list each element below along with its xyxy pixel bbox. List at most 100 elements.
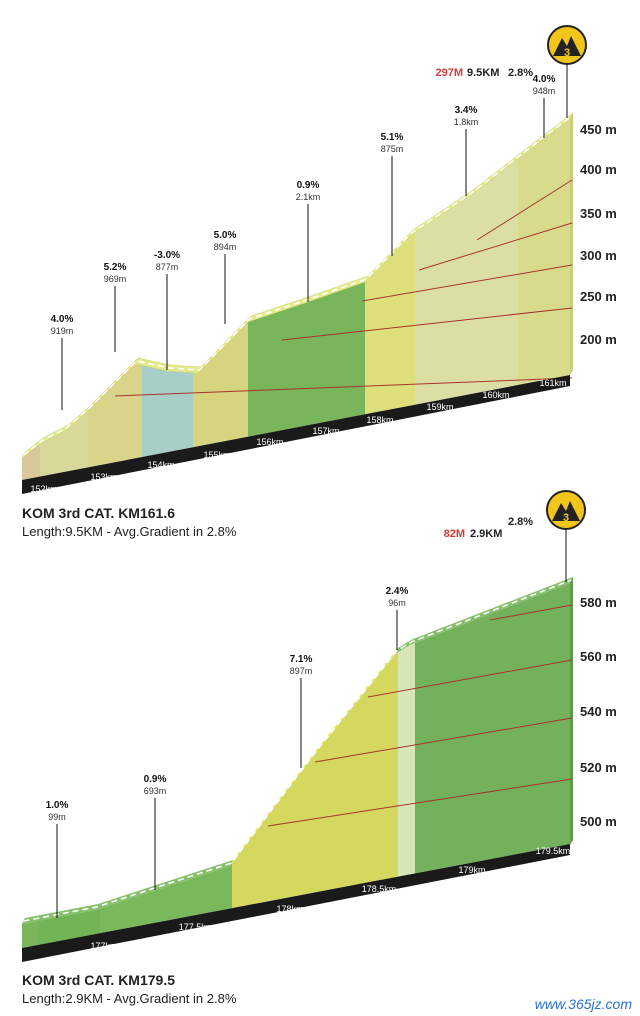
chart2-summary-dist: 2.9KM bbox=[470, 528, 502, 540]
chart2-x-tick-label: 178km bbox=[276, 904, 303, 914]
chart1-gridline bbox=[418, 222, 573, 271]
chart2-x-tick-label: 177km bbox=[90, 941, 117, 951]
chart1-segment-fill bbox=[142, 365, 193, 457]
chart1-subtitle: Length:9.5KM - Avg.Gradient in 2.8% bbox=[22, 524, 237, 539]
chart2-x-tick-label: 177.5km bbox=[179, 922, 214, 932]
chart1-segment-fill bbox=[415, 158, 518, 405]
chart1-top-dashes bbox=[23, 115, 572, 456]
chart1-segment-length: 969m bbox=[104, 274, 127, 284]
chart1-segment-grade: 0.9% bbox=[297, 180, 320, 191]
chart1-segment-fill bbox=[40, 411, 88, 477]
chart1-axis-bar bbox=[22, 375, 570, 494]
chart2-segment-grade: 0.9% bbox=[144, 774, 167, 785]
chart2-segment-grade: 1.0% bbox=[46, 800, 69, 811]
chart1-y-tick-label: 350 m bbox=[580, 206, 617, 221]
chart2-segment-fill bbox=[415, 583, 570, 874]
chart2-gridline bbox=[314, 717, 573, 763]
chart1-y-tick-label: 200 m bbox=[580, 332, 617, 347]
chart2-mountain-icon bbox=[552, 501, 580, 521]
chart1-segment-fill bbox=[22, 444, 40, 480]
chart1-x-tick-label: 153km bbox=[90, 472, 117, 482]
chart1-segment-length: 2.1km bbox=[296, 192, 321, 202]
chart1-segment-grade: 5.2% bbox=[104, 262, 127, 273]
chart1-segment-length: 1.8km bbox=[454, 117, 479, 127]
chart1-x-tick-label: 161km bbox=[539, 378, 566, 388]
chart1-segment-length: 894m bbox=[214, 242, 237, 252]
chart2-y-tick-label: 580 m bbox=[580, 595, 617, 610]
chart1-segment-length: 875m bbox=[381, 144, 404, 154]
chart1-y-tick-label: 400 m bbox=[580, 162, 617, 177]
chart1-y-tick-label: 450 m bbox=[580, 122, 617, 137]
chart1-y-tick-label: 300 m bbox=[580, 248, 617, 263]
chart1-x-tick-label: 160km bbox=[482, 390, 509, 400]
chart2-gridline bbox=[367, 659, 573, 698]
chart1-segment-fill bbox=[88, 364, 142, 468]
chart1-gridline bbox=[361, 264, 573, 302]
chart2-segment-fill bbox=[22, 920, 38, 948]
chart2-y-tick-label: 500 m bbox=[580, 814, 617, 829]
chart2-segment-fill bbox=[398, 643, 415, 877]
chart2-y-tick-label: 560 m bbox=[580, 649, 617, 664]
chart1-segment-grade: 4.0% bbox=[533, 74, 556, 85]
chart2-y-tick-label: 540 m bbox=[580, 704, 617, 719]
chart1-segment-length: 948m bbox=[533, 86, 556, 96]
chart2-segment-length: 897m bbox=[290, 666, 313, 676]
chart2-segment-length: 99m bbox=[48, 812, 66, 822]
chart1-segment-fill bbox=[518, 119, 570, 385]
chart2-top-dashes bbox=[23, 579, 572, 922]
chart2-gridline bbox=[489, 604, 573, 621]
chart1-gridline bbox=[281, 307, 573, 341]
chart2-segment-length: 96m bbox=[388, 598, 406, 608]
chart1-end-edge bbox=[570, 113, 573, 375]
chart1-summary-elev: 297M bbox=[435, 67, 463, 79]
chart2-segment-fill bbox=[100, 863, 232, 934]
chart2-summary-grade: 2.8% bbox=[508, 516, 533, 528]
chart2-badge-number: 3 bbox=[563, 512, 569, 524]
chart1-x-tick-label: 154km bbox=[147, 460, 174, 470]
chart2-top-band bbox=[410, 577, 573, 645]
chart1-segment-fill bbox=[248, 282, 365, 437]
chart2-segment-fill bbox=[38, 908, 100, 945]
chart2-segment-length: 693m bbox=[144, 786, 167, 796]
chart1-y-tick-label: 250 m bbox=[580, 289, 617, 304]
chart1-segment-grade: 5.0% bbox=[214, 230, 237, 241]
watermark: www.365jz.com bbox=[534, 996, 632, 1012]
chart2-gridline bbox=[267, 778, 573, 827]
chart1-summary-grade: 2.8% bbox=[508, 67, 533, 79]
chart2-summary-elev: 82M bbox=[444, 528, 465, 540]
chart2-segment-grade: 7.1% bbox=[290, 654, 313, 665]
chart1-x-tick-label: 159km bbox=[426, 402, 453, 412]
chart1-title: KOM 3rd CAT. KM161.6 bbox=[22, 505, 175, 521]
chart1-x-tick-label: 156km bbox=[256, 437, 283, 447]
chart2-x-tick-label: 178.5km bbox=[362, 884, 397, 894]
chart2-caption: KOM 3rd CAT. KM179.5 Length:2.9KM - Avg.… bbox=[22, 972, 236, 1006]
chart1-x-tick-label: 152km bbox=[30, 484, 57, 494]
chart2-segment-grade: 2.4% bbox=[386, 586, 409, 597]
chart2-profile bbox=[22, 577, 573, 948]
chart1-segment-fill bbox=[365, 232, 415, 415]
chart1-mountain-icon bbox=[553, 36, 581, 56]
chart1-x-tick-label: 157km bbox=[312, 426, 339, 436]
chart1-gridline bbox=[114, 377, 573, 397]
chart2-title: KOM 3rd CAT. KM179.5 bbox=[22, 972, 175, 988]
chart2-axis-bar bbox=[22, 844, 570, 962]
chart1-segment-grade: -3.0% bbox=[154, 250, 180, 261]
chart2-y-tick-label: 520 m bbox=[580, 760, 617, 775]
chart1-segment-grade: 5.1% bbox=[381, 132, 404, 143]
chart2-x-tick-label: 179.5km bbox=[536, 846, 571, 856]
chart1-segment-fill bbox=[193, 322, 248, 448]
chart1-summary-dist: 9.5KM bbox=[467, 67, 499, 79]
chart1-segment-length: 877m bbox=[156, 262, 179, 272]
chart1-profile bbox=[21, 112, 574, 480]
chart1-gridline bbox=[476, 179, 573, 241]
chart2-subtitle: Length:2.9KM - Avg.Gradient in 2.8% bbox=[22, 991, 237, 1006]
chart1-x-tick-label: 158km bbox=[366, 415, 393, 425]
chart2-x-tick-label: 179km bbox=[458, 865, 485, 875]
chart1-segment-grade: 4.0% bbox=[51, 314, 74, 325]
chart2-segment-fill bbox=[232, 652, 398, 909]
chart2-top-band bbox=[22, 904, 98, 924]
chart1-badge-number: 3 bbox=[564, 47, 570, 59]
chart2-end-edge bbox=[570, 577, 573, 845]
chart1-segment-grade: 3.4% bbox=[455, 105, 478, 116]
